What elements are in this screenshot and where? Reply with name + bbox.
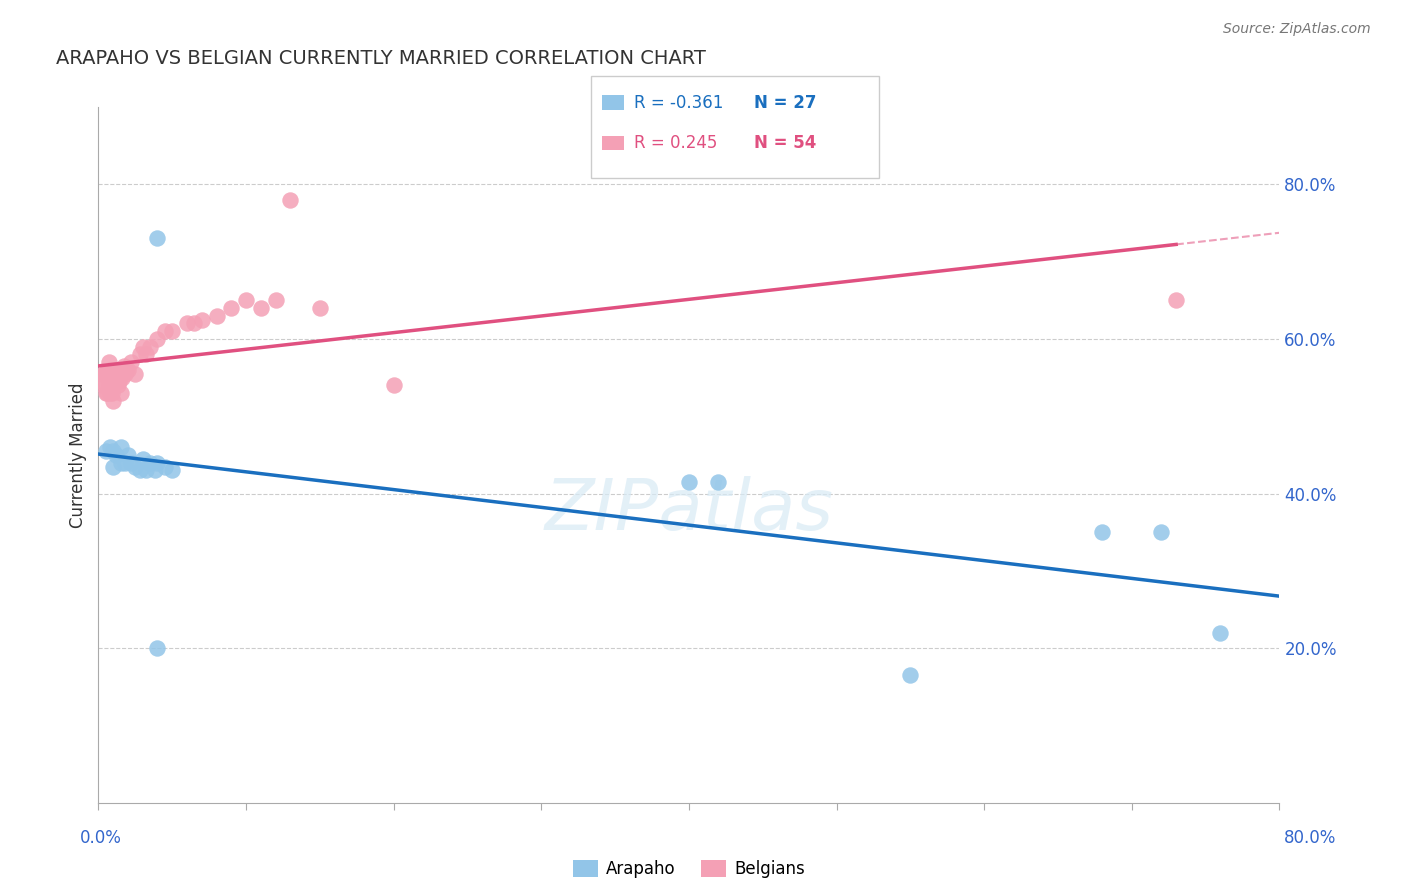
Point bbox=[139, 456, 162, 470]
Point bbox=[132, 340, 155, 354]
Point bbox=[382, 378, 405, 392]
Point bbox=[1209, 625, 1232, 640]
Point bbox=[135, 463, 157, 477]
Point bbox=[117, 363, 139, 377]
Point bbox=[124, 367, 146, 381]
Text: R = 0.245: R = 0.245 bbox=[634, 134, 717, 152]
Point bbox=[110, 367, 132, 381]
Point bbox=[278, 193, 302, 207]
Point bbox=[117, 448, 139, 462]
Point bbox=[135, 347, 157, 361]
Point bbox=[183, 317, 205, 331]
Point bbox=[100, 367, 122, 381]
Point bbox=[146, 641, 169, 656]
Point bbox=[153, 459, 176, 474]
Text: R = -0.361: R = -0.361 bbox=[634, 94, 724, 112]
Point bbox=[103, 459, 125, 474]
Point bbox=[1091, 525, 1114, 540]
Point bbox=[100, 386, 122, 401]
Point bbox=[105, 375, 128, 389]
Point bbox=[143, 463, 166, 477]
Point bbox=[124, 459, 146, 474]
Point bbox=[146, 231, 169, 245]
Point bbox=[90, 375, 112, 389]
Point bbox=[94, 444, 117, 458]
Point bbox=[191, 312, 214, 326]
Point bbox=[107, 378, 129, 392]
Point bbox=[250, 301, 273, 315]
Point bbox=[162, 324, 183, 338]
Point bbox=[94, 386, 117, 401]
Point bbox=[146, 332, 169, 346]
Point bbox=[120, 456, 142, 470]
Point bbox=[112, 359, 135, 373]
Point bbox=[103, 375, 125, 389]
Point bbox=[96, 367, 118, 381]
Point bbox=[1164, 293, 1187, 308]
Point bbox=[94, 367, 117, 381]
Point bbox=[114, 367, 136, 381]
Point bbox=[103, 367, 125, 381]
Point bbox=[105, 448, 128, 462]
Point bbox=[104, 375, 127, 389]
Point bbox=[98, 375, 121, 389]
Point bbox=[114, 456, 136, 470]
Point bbox=[111, 370, 134, 384]
Point bbox=[900, 668, 922, 682]
Point bbox=[707, 475, 730, 489]
Point bbox=[108, 375, 131, 389]
Point bbox=[97, 378, 120, 392]
Point bbox=[105, 363, 128, 377]
Point bbox=[91, 378, 114, 392]
Text: 80.0%: 80.0% bbox=[1284, 829, 1337, 847]
Point bbox=[110, 440, 132, 454]
Point bbox=[97, 367, 120, 381]
Point bbox=[110, 386, 132, 401]
Point bbox=[678, 475, 700, 489]
Point bbox=[176, 317, 198, 331]
Point bbox=[98, 440, 121, 454]
Point bbox=[128, 463, 150, 477]
Point bbox=[115, 363, 138, 377]
Point bbox=[1150, 525, 1173, 540]
Point bbox=[153, 324, 176, 338]
Point bbox=[98, 386, 121, 401]
Point bbox=[120, 355, 142, 369]
Text: N = 54: N = 54 bbox=[754, 134, 815, 152]
Point bbox=[132, 451, 155, 466]
Point bbox=[103, 444, 125, 458]
Point bbox=[139, 340, 162, 354]
Point bbox=[104, 363, 127, 377]
Y-axis label: Currently Married: Currently Married bbox=[69, 382, 87, 528]
Point bbox=[162, 463, 183, 477]
Point bbox=[205, 309, 228, 323]
Point bbox=[219, 301, 242, 315]
Point bbox=[103, 393, 125, 408]
Point bbox=[110, 456, 132, 470]
Point bbox=[309, 301, 332, 315]
Point bbox=[93, 367, 115, 381]
Text: ZIPatlas: ZIPatlas bbox=[544, 476, 834, 545]
Text: N = 27: N = 27 bbox=[754, 94, 815, 112]
Point bbox=[107, 367, 129, 381]
Point bbox=[96, 386, 118, 401]
Point bbox=[264, 293, 287, 308]
Point bbox=[98, 363, 121, 377]
Legend: Arapaho, Belgians: Arapaho, Belgians bbox=[567, 854, 811, 885]
Point bbox=[97, 355, 120, 369]
Point bbox=[128, 347, 150, 361]
Text: Source: ZipAtlas.com: Source: ZipAtlas.com bbox=[1223, 22, 1371, 37]
Text: 0.0%: 0.0% bbox=[80, 829, 122, 847]
Point bbox=[235, 293, 257, 308]
Text: ARAPAHO VS BELGIAN CURRENTLY MARRIED CORRELATION CHART: ARAPAHO VS BELGIAN CURRENTLY MARRIED COR… bbox=[56, 49, 706, 68]
Point bbox=[146, 456, 169, 470]
Point bbox=[91, 367, 114, 381]
